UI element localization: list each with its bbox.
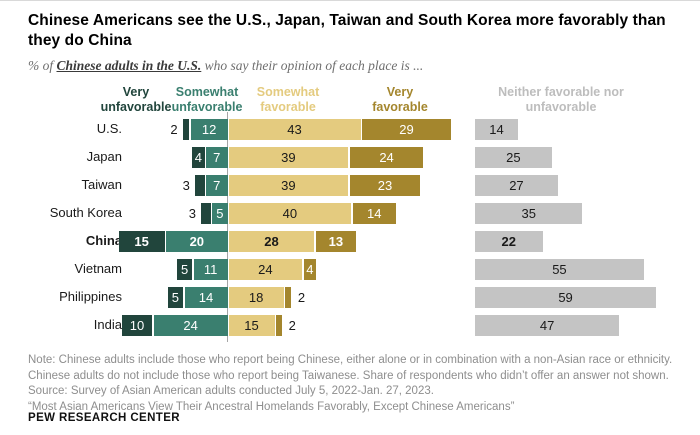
- legend-label-4: Very favorable: [372, 85, 428, 114]
- bar-segment-very-unfavorable: 5: [167, 286, 184, 308]
- bar-segment-very-unfavorable: 10: [121, 314, 153, 336]
- bar-segment-somewhat-unfavorable: 11: [193, 258, 228, 280]
- value-label-outside: 3: [182, 177, 190, 193]
- neither-bar: 25: [475, 146, 552, 168]
- favorable-bars: 39 24: [228, 146, 424, 168]
- bar-segment-very-unfavorable: 5: [176, 258, 193, 280]
- unfavorable-bars: 10 24: [121, 314, 228, 336]
- row-label: Japan: [86, 149, 122, 164]
- bar-segment-very-favorable: 4: [303, 258, 316, 280]
- row-label: U.S.: [96, 121, 122, 136]
- bar-segment-somewhat-favorable: 28: [228, 230, 315, 252]
- value-label-outside: 2: [288, 317, 296, 333]
- bar-segment-very-unfavorable: [201, 202, 211, 224]
- neither-bar: 55: [475, 258, 644, 280]
- favorable-bars: 43 29: [228, 118, 452, 140]
- bar-segment-very-favorable: [285, 286, 292, 308]
- bar-segment-somewhat-favorable: 39: [228, 146, 349, 168]
- note-line: Source: Survey of Asian American adults …: [28, 385, 434, 398]
- favorable-bars: 18 2: [228, 286, 306, 308]
- bar-segment-very-favorable: 13: [315, 230, 356, 252]
- legend-label-1: Very unfavorable: [100, 85, 172, 114]
- chart-rows: U.S. 2 12 43 29 14 Japan 4 7 39 24 25 Taiwan 3 7 39 23 27…: [0, 112, 700, 342]
- legend-label-5: Neither favorable nor unfavorable: [498, 85, 624, 114]
- bar-segment-somewhat-unfavorable: 7: [206, 146, 228, 168]
- bar-segment-somewhat-favorable: 18: [228, 286, 284, 308]
- bar-segment-somewhat-favorable: 43: [228, 118, 361, 140]
- chart-row: Japan 4 7 39 24 25: [0, 143, 700, 171]
- bar-segment-somewhat-favorable: 15: [228, 314, 275, 336]
- chart-row: U.S. 2 12 43 29 14: [0, 115, 700, 143]
- favorable-bars: 39 23: [228, 174, 421, 196]
- bar-segment-somewhat-favorable: 24: [228, 258, 303, 280]
- row-label: China: [85, 233, 122, 248]
- subtitle-emphasis: Chinese adults in the U.S.: [56, 58, 202, 73]
- neither-bar: 35: [475, 202, 583, 224]
- chart-row: India 10 24 15 2 47: [0, 311, 700, 339]
- row-label: South Korea: [49, 205, 122, 220]
- chart-row: South Korea 3 5 40 14 35: [0, 199, 700, 227]
- chart-row: Vietnam 5 11 24 4 55: [0, 255, 700, 283]
- unfavorable-bars: 2 12: [170, 118, 228, 140]
- bar-segment-somewhat-favorable: 40: [228, 202, 352, 224]
- row-label: India: [93, 317, 122, 332]
- note-line: “Most Asian Americans View Their Ancestr…: [28, 400, 515, 413]
- row-label: Taiwan: [81, 177, 122, 192]
- bar-segment-very-unfavorable: [195, 174, 205, 196]
- chart-subtitle: % of Chinese adults in the U.S. who say …: [28, 58, 688, 74]
- subtitle-prefix: % of: [28, 58, 57, 73]
- value-label-outside: 2: [170, 121, 178, 137]
- favorable-bars: 15 2: [228, 314, 296, 336]
- bar-segment-somewhat-unfavorable: 5: [212, 202, 228, 224]
- bar-segment-very-favorable: 24: [349, 146, 424, 168]
- value-label-outside: 2: [297, 289, 306, 305]
- axis-line: [227, 112, 228, 342]
- bar-segment-very-favorable: 29: [362, 118, 452, 140]
- value-label-outside: 3: [188, 205, 196, 221]
- chart-notes: Note: Chinese adults include those who r…: [28, 353, 684, 416]
- neither-bar: 27: [475, 174, 558, 196]
- row-label: Vietnam: [74, 261, 122, 276]
- bar-segment-very-favorable: 14: [352, 202, 396, 224]
- neither-bar: 22: [475, 230, 543, 252]
- pew-research-center-wordmark: PEW RESEARCH CENTER: [28, 412, 181, 424]
- favorable-bars: 24 4: [228, 258, 316, 280]
- bar-segment-very-unfavorable: 4: [192, 146, 205, 168]
- unfavorable-bars: 5 11: [176, 258, 228, 280]
- legend-label-2: Somewhat unfavorable: [171, 85, 243, 114]
- bar-segment-somewhat-favorable: 39: [228, 174, 349, 196]
- bar-segment-very-unfavorable: 15: [118, 230, 165, 252]
- note-line: Note: Chinese adults include those who r…: [28, 354, 673, 382]
- neither-bar: 59: [475, 286, 657, 308]
- bar-segment-very-favorable: 23: [349, 174, 421, 196]
- chart-legend: Very unfavorable Somewhat unfavorable Some…: [0, 85, 700, 117]
- chart-row: China 15 20 28 13 22: [0, 227, 700, 255]
- chart-row: Taiwan 3 7 39 23 27: [0, 171, 700, 199]
- favorable-bars: 28 13: [228, 230, 356, 252]
- neither-bar: 47: [475, 314, 620, 336]
- bar-segment-very-favorable: [276, 314, 283, 336]
- bar-segment-somewhat-unfavorable: 7: [206, 174, 228, 196]
- unfavorable-bars: 5 14: [167, 286, 228, 308]
- bar-segment-somewhat-unfavorable: 20: [166, 230, 228, 252]
- bar-segment-somewhat-unfavorable: 24: [153, 314, 228, 336]
- chart-row: Philippines 5 14 18 2 59: [0, 283, 700, 311]
- favorable-bars: 40 14: [228, 202, 396, 224]
- bar-segment-somewhat-unfavorable: 14: [184, 286, 228, 308]
- bar-segment-very-unfavorable: [183, 118, 190, 140]
- unfavorable-bars: 15 20: [118, 230, 228, 252]
- legend-label-3: Somewhat favorable: [256, 85, 320, 114]
- subtitle-suffix: who say their opinion of each place is .…: [201, 58, 424, 73]
- bar-segment-somewhat-unfavorable: 12: [190, 118, 228, 140]
- neither-bar: 14: [475, 118, 518, 140]
- page-title: Chinese Americans see the U.S., Japan, T…: [28, 12, 666, 50]
- row-label: Philippines: [59, 289, 122, 304]
